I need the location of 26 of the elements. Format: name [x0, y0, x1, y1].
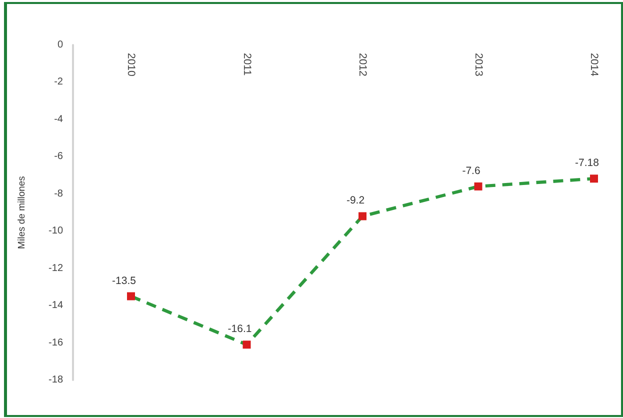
x-tick-label: 2010	[125, 53, 137, 77]
y-tick-label: -6	[54, 151, 64, 162]
y-tick-label: -14	[48, 300, 64, 312]
data-label: -9.2	[346, 194, 365, 207]
point	[358, 212, 366, 220]
point	[474, 182, 482, 190]
y-tick-label: 0	[57, 40, 64, 50]
x-tick-label: 2011	[240, 53, 253, 76]
point	[127, 292, 135, 300]
data-label: -13.5	[112, 274, 136, 287]
y-tick-label: -2	[54, 76, 64, 88]
data-label: -16.1	[228, 323, 252, 336]
y-tick-label: -10	[48, 226, 64, 237]
x-tick-label: 2013	[472, 53, 484, 77]
y-tick-label: -16	[48, 337, 64, 348]
y-tick-label: -8	[54, 188, 64, 200]
data-label: -7.18	[575, 157, 600, 170]
y-axis-title: Miles de millones	[16, 176, 28, 249]
y-tick-label: -18	[48, 374, 64, 386]
y-tick-label: -4	[54, 114, 64, 125]
point	[590, 174, 598, 183]
data-label: -7.6	[462, 164, 480, 177]
y-tick-label: -12	[48, 262, 64, 274]
x-tick-label: 2012	[356, 53, 368, 77]
x-tick-label: 2014	[588, 53, 600, 77]
point	[242, 340, 251, 349]
